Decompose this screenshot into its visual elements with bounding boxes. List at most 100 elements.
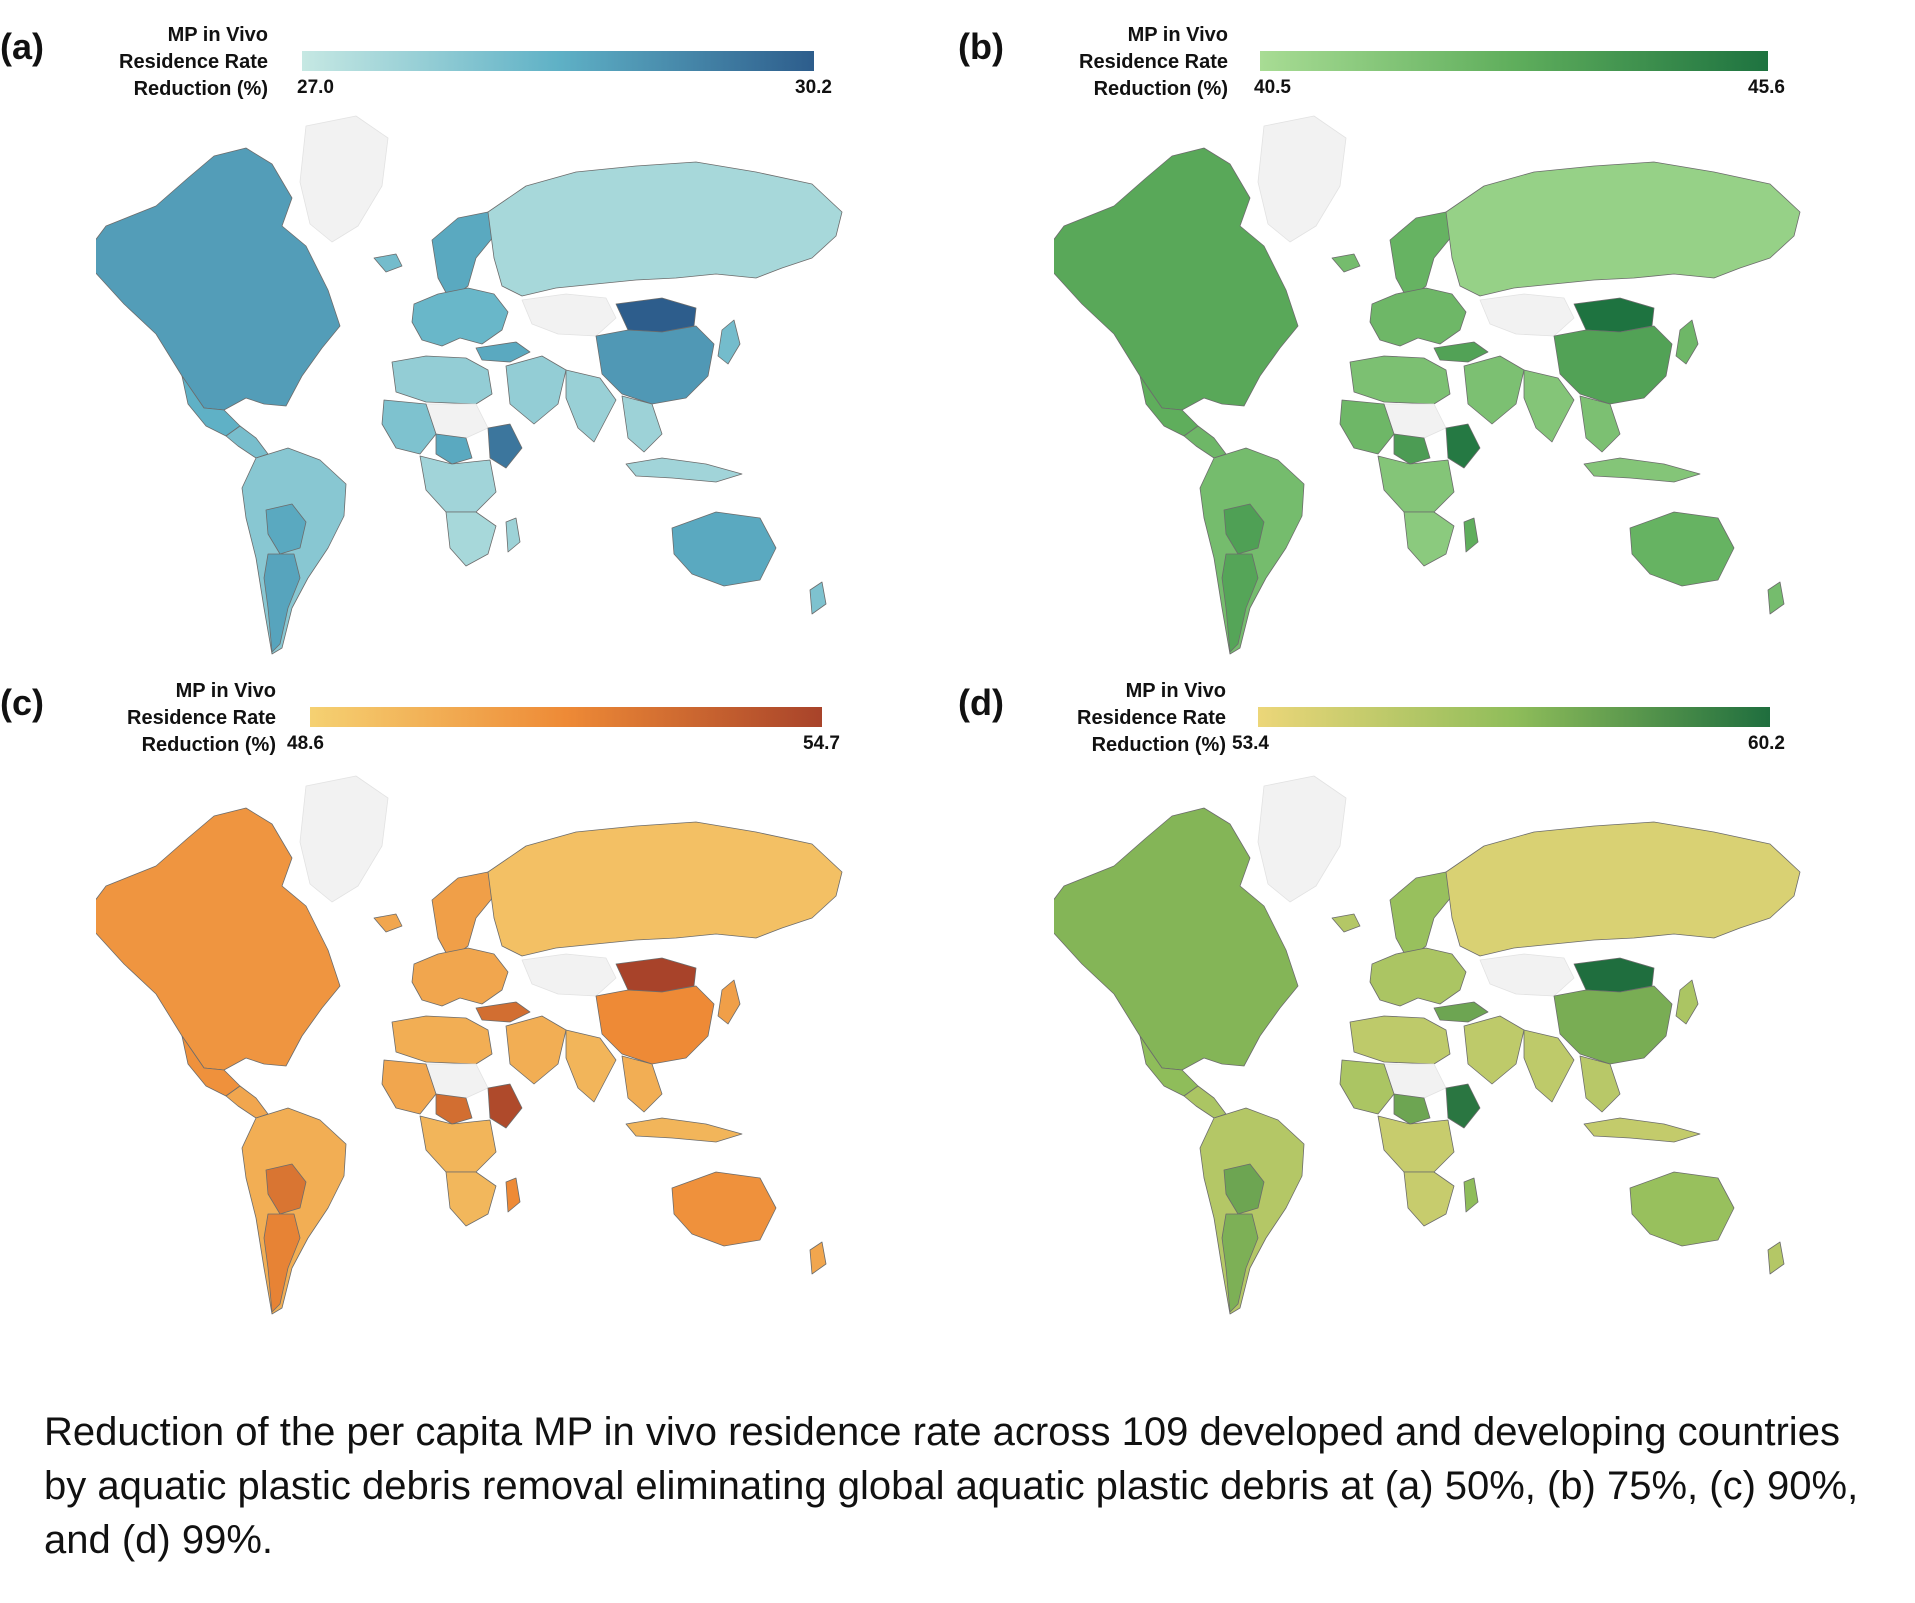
region-southeast-asia [621, 395, 663, 453]
legend-max-label: 45.6 [1748, 77, 1785, 98]
region-indonesia [625, 457, 743, 483]
region-north-africa [391, 1015, 493, 1065]
region-central-africa [419, 1115, 497, 1173]
region-chad [1393, 1093, 1431, 1125]
region-mongolia [1573, 297, 1655, 333]
region-russia [487, 161, 843, 297]
region-southern-africa [445, 511, 497, 567]
legend-max-label: 60.2 [1748, 733, 1785, 754]
region-australia [1629, 1171, 1735, 1247]
region-argentina [1221, 553, 1259, 653]
region-kazakhstan [521, 293, 617, 337]
region-russia [487, 821, 843, 957]
region-kazakhstan [521, 953, 617, 997]
legend-title: MP in Vivo Residence Rate Reduction (%) [1077, 680, 1226, 756]
legend-title: MP in Vivo Residence Rate Reduction (%) [1079, 24, 1228, 100]
panel-d: (d) MP in Vivo Residence Rate Reduction … [958, 656, 1915, 1315]
region-west-africa [1339, 399, 1395, 455]
region-southeast-asia [621, 1055, 663, 1113]
region-south-america [1199, 1107, 1305, 1315]
region-turkey [1433, 341, 1489, 363]
region-west-africa [381, 1059, 437, 1115]
region-kazakhstan [1479, 953, 1575, 997]
region-scandinavia [1389, 871, 1453, 961]
region-west-africa [1339, 1059, 1395, 1115]
region-china [1553, 325, 1673, 405]
region-west-africa [381, 399, 437, 455]
panel-b: (b) MP in Vivo Residence Rate Reduction … [958, 0, 1915, 655]
region-china [595, 325, 715, 405]
region-greenland [1257, 775, 1347, 903]
region-indonesia [625, 1117, 743, 1143]
region-north-africa [1349, 355, 1451, 405]
region-madagascar [1463, 517, 1479, 553]
region-iceland [1331, 913, 1361, 933]
region-india [565, 369, 617, 443]
region-south-america [241, 1107, 347, 1315]
region-middle-east [1463, 355, 1525, 425]
region-middle-east [505, 355, 567, 425]
legend-colorbar [302, 51, 814, 71]
legend-title: MP in Vivo Residence Rate Reduction (%) [119, 24, 268, 100]
region-turkey [1433, 1001, 1489, 1023]
world-choropleth-map [1054, 775, 1801, 1315]
legend-colorbar [1258, 707, 1770, 727]
region-greenland [299, 775, 389, 903]
region-argentina [263, 1213, 301, 1313]
region-madagascar [1463, 1177, 1479, 1213]
region-madagascar [505, 1177, 521, 1213]
region-new-zealand [809, 1241, 827, 1275]
region-mongolia [615, 297, 697, 333]
region-iceland [373, 913, 403, 933]
legend-max-label: 54.7 [803, 733, 840, 754]
region-europe [411, 287, 509, 347]
world-choropleth-map [1054, 115, 1801, 655]
region-europe [1369, 287, 1467, 347]
region-bolivia-paraguay [265, 503, 307, 555]
region-east-africa [1445, 423, 1481, 469]
region-south-america [241, 447, 347, 655]
legend-min-label: 53.4 [1232, 733, 1269, 754]
panel-label: (c) [0, 682, 44, 723]
region-australia [1629, 511, 1735, 587]
legend-max-label: 30.2 [795, 77, 832, 98]
region-southern-africa [1403, 511, 1455, 567]
legend-min-label: 48.6 [287, 733, 324, 754]
region-argentina [1221, 1213, 1259, 1313]
panel-label: (d) [958, 682, 1004, 723]
region-east-africa [487, 423, 523, 469]
region-north-africa [1349, 1015, 1451, 1065]
region-russia [1445, 161, 1801, 297]
region-scandinavia [431, 211, 495, 301]
legend-title: MP in Vivo Residence Rate Reduction (%) [127, 680, 276, 756]
region-chad [435, 433, 473, 465]
panel-a: (a) MP in Vivo Residence Rate Reduction … [0, 0, 957, 655]
region-kazakhstan [1479, 293, 1575, 337]
region-southeast-asia [1579, 1055, 1621, 1113]
region-greenland [1257, 115, 1347, 243]
region-central-africa [419, 455, 497, 513]
region-greenland [299, 115, 389, 243]
region-china [1553, 985, 1673, 1065]
region-indonesia [1583, 457, 1701, 483]
region-east-africa [487, 1083, 523, 1129]
region-turkey [475, 341, 531, 363]
region-japan [1675, 979, 1699, 1025]
panel-c: (c) MP in Vivo Residence Rate Reduction … [0, 656, 957, 1315]
region-southern-africa [445, 1171, 497, 1227]
region-japan [1675, 319, 1699, 365]
region-bolivia-paraguay [265, 1163, 307, 1215]
legend-min-label: 27.0 [297, 77, 334, 98]
region-scandinavia [431, 871, 495, 961]
region-turkey [475, 1001, 531, 1023]
region-mongolia [615, 957, 697, 993]
region-europe [411, 947, 509, 1007]
region-china [595, 985, 715, 1065]
region-south-america [1199, 447, 1305, 655]
panel-label: (a) [0, 26, 44, 67]
region-india [1523, 369, 1575, 443]
figure-caption: Reduction of the per capita MP in vivo r… [44, 1410, 1859, 1562]
region-australia [671, 1171, 777, 1247]
region-southeast-asia [1579, 395, 1621, 453]
region-southern-africa [1403, 1171, 1455, 1227]
